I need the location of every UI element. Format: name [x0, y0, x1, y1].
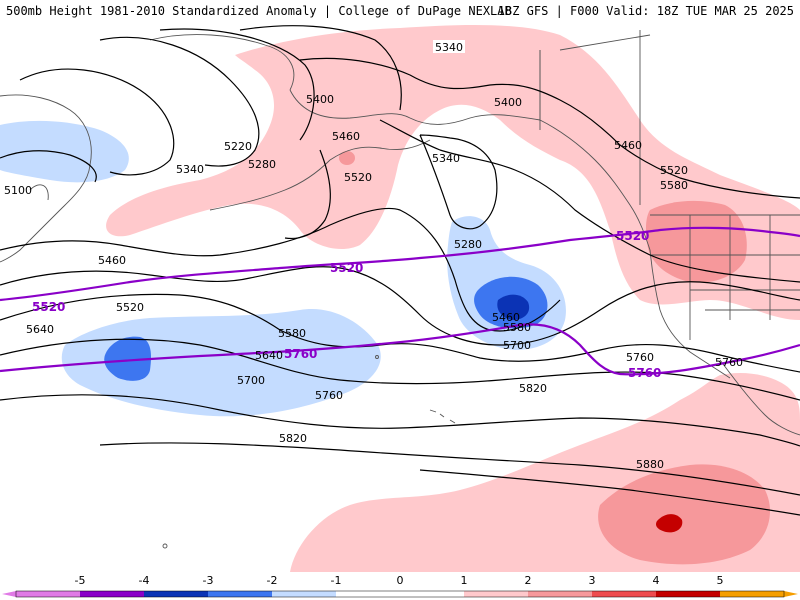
height-label: 5520 [116, 301, 144, 314]
anomaly-trough-pacific [61, 309, 381, 417]
height-label: 5460 [614, 139, 642, 152]
height-contours [0, 25, 800, 516]
height-label: 5700 [503, 339, 531, 352]
colorbar-tick-label: -1 [331, 574, 342, 587]
height-label: 5760 [315, 389, 343, 402]
height-label: 5580 [503, 321, 531, 334]
height-label: 5220 [224, 140, 252, 153]
coastlines [0, 30, 800, 549]
height-label: 5340 [176, 163, 204, 176]
colorbar-tick-label: 3 [589, 574, 596, 587]
colorbar-segment [16, 591, 81, 597]
height-label: 5820 [519, 382, 547, 395]
colorbar-tick-label: 0 [397, 574, 404, 587]
colorbar-segment [208, 591, 273, 597]
height-label: 5580 [278, 327, 306, 340]
height-label: 5760 [715, 356, 743, 369]
anomaly-map: 5340 5400 5220 5280 5340 5100 5460 5520 … [0, 22, 800, 572]
anomaly-blob-alaska [339, 151, 355, 165]
colorbar-segment [656, 591, 721, 597]
anomaly-ridge-south-2 [598, 464, 770, 565]
height-label: 5100 [4, 184, 32, 197]
purple-label: 5760 [628, 366, 661, 380]
colorbar-tick-label: -3 [203, 574, 214, 587]
colorbar-bar [2, 590, 798, 598]
purple-label: 5520 [330, 261, 363, 275]
map-title: 500mb Height 1981-2010 Standardized Anom… [6, 4, 512, 18]
height-label: 5280 [248, 158, 276, 171]
colorbar-tick-label: 4 [653, 574, 660, 587]
colorbar-segment [528, 591, 593, 597]
height-label: 5340 [435, 41, 463, 54]
colorbar-segment [336, 591, 401, 597]
colorbar-tick-label: 5 [717, 574, 724, 587]
height-label: 5820 [279, 432, 307, 445]
purple-lines [0, 226, 800, 376]
colorbar-segment [400, 591, 465, 597]
colorbar-tick-label: -5 [75, 574, 86, 587]
colorbar: -5 -4 -3 -2 -1 0 1 2 3 4 5 [0, 572, 800, 600]
height-label: 5520 [344, 171, 372, 184]
colorbar-tick-label: 1 [461, 574, 468, 587]
colorbar-min-arrow [2, 591, 16, 597]
colorbar-segment [720, 591, 785, 597]
height-label: 5460 [332, 130, 360, 143]
model-run-info: 18Z GFS | F000 Valid: 18Z TUE MAR 25 202… [497, 4, 794, 18]
purple-label: 5520 [32, 300, 65, 314]
colorbar-segment [272, 591, 337, 597]
height-label: 5280 [454, 238, 482, 251]
purple-5520-line [0, 226, 800, 302]
anomaly-ridge-alaska [106, 24, 800, 320]
negative-anomaly-fills [0, 120, 566, 417]
anomaly-trough-gulf-alaska-3 [497, 294, 530, 320]
height-label: 5880 [636, 458, 664, 471]
height-label: 5700 [237, 374, 265, 387]
height-label: 5640 [255, 349, 283, 362]
colorbar-segment [464, 591, 529, 597]
purple-5760-line [0, 323, 800, 376]
purple-label: 5760 [284, 347, 317, 361]
colorbar-labels: -5 -4 -3 -2 -1 0 1 2 3 4 5 [75, 574, 724, 587]
anomaly-ridge-core [656, 514, 683, 533]
colorbar-tick-label: -2 [267, 574, 278, 587]
height-label: 5580 [660, 179, 688, 192]
purple-label: 5520 [616, 229, 649, 243]
colorbar-segment [80, 591, 145, 597]
colorbar-outline [15, 590, 785, 598]
height-label: 5520 [660, 164, 688, 177]
colorbar-segment [592, 591, 657, 597]
anomaly-trough-pacific-2 [104, 336, 151, 381]
height-label: 5460 [492, 311, 520, 324]
height-labels: 5340 5400 5220 5280 5340 5100 5460 5520 … [4, 40, 743, 471]
height-label: 5400 [494, 96, 522, 109]
height-label: 5640 [26, 323, 54, 336]
anomaly-trough-siberia [0, 120, 129, 183]
height-label: 5340 [432, 152, 460, 165]
colorbar-tick-label: -4 [139, 574, 150, 587]
colorbar-segment [144, 591, 209, 597]
height-label: 5460 [98, 254, 126, 267]
map-header: 500mb Height 1981-2010 Standardized Anom… [0, 0, 800, 22]
height-label: 5400 [306, 93, 334, 106]
height-label: 5760 [626, 351, 654, 364]
colorbar-tick-label: 2 [525, 574, 532, 587]
purple-labels: 5520 5520 5520 5760 5760 [32, 229, 661, 380]
colorbar-max-arrow [784, 591, 798, 597]
